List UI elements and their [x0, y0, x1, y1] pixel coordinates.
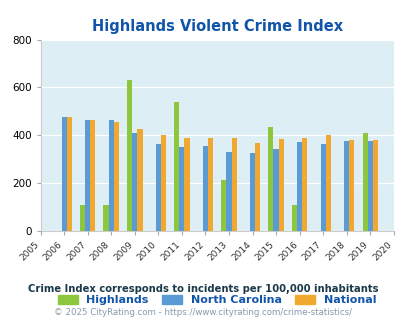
- Bar: [62, 117, 66, 231]
- Bar: [372, 140, 377, 231]
- Text: © 2025 CityRating.com - https://www.cityrating.com/crime-statistics/: © 2025 CityRating.com - https://www.city…: [54, 308, 351, 317]
- Bar: [137, 129, 142, 231]
- Bar: [221, 180, 226, 231]
- Bar: [249, 152, 254, 231]
- Bar: [291, 205, 296, 231]
- Legend: Highlands, North Carolina, National: Highlands, North Carolina, National: [53, 290, 380, 310]
- Bar: [160, 135, 166, 231]
- Title: Highlands Violent Crime Index: Highlands Violent Crime Index: [92, 19, 342, 34]
- Bar: [113, 122, 119, 231]
- Bar: [90, 120, 95, 231]
- Bar: [184, 138, 189, 231]
- Bar: [103, 205, 109, 231]
- Bar: [127, 80, 132, 231]
- Bar: [273, 149, 278, 231]
- Bar: [325, 135, 330, 231]
- Bar: [66, 117, 72, 231]
- Bar: [320, 144, 325, 231]
- Bar: [343, 141, 348, 231]
- Bar: [109, 120, 113, 231]
- Bar: [296, 142, 301, 231]
- Bar: [207, 138, 213, 231]
- Bar: [226, 152, 231, 231]
- Bar: [156, 144, 160, 231]
- Bar: [174, 102, 179, 231]
- Bar: [362, 133, 367, 231]
- Bar: [254, 143, 260, 231]
- Bar: [85, 120, 90, 231]
- Bar: [231, 138, 236, 231]
- Bar: [301, 138, 307, 231]
- Bar: [268, 127, 273, 231]
- Bar: [348, 140, 354, 231]
- Bar: [202, 146, 207, 231]
- Bar: [367, 141, 372, 231]
- Bar: [132, 133, 137, 231]
- Bar: [278, 139, 283, 231]
- Bar: [80, 205, 85, 231]
- Text: Crime Index corresponds to incidents per 100,000 inhabitants: Crime Index corresponds to incidents per…: [28, 284, 377, 294]
- Bar: [179, 147, 184, 231]
